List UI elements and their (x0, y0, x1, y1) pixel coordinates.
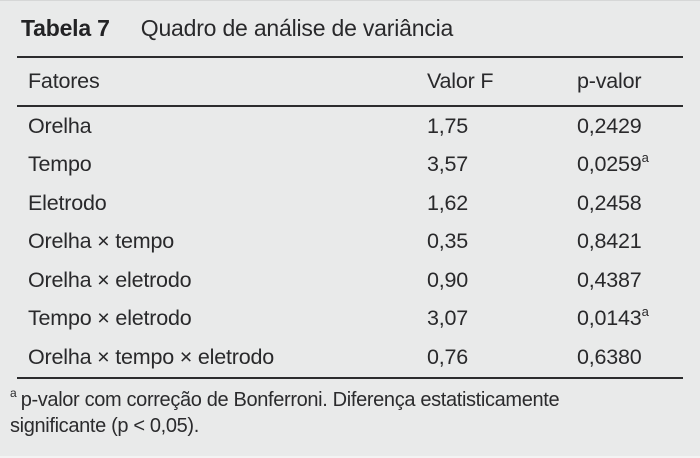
f-value-cell: 1,75 (427, 113, 469, 138)
p-value: 0,2429 (577, 113, 642, 138)
factor-cell: Orelha (28, 113, 92, 138)
p-value: 0,0259 (577, 152, 642, 177)
footnote-marker: a (10, 385, 17, 400)
p-value: 0,0143 (577, 306, 642, 331)
top-rule (17, 56, 683, 58)
factor-cell: Orelha × tempo × eletrodo (28, 344, 274, 369)
column-header-fatores: Fatores (28, 69, 100, 93)
p-value-cell: 0,0259a (577, 150, 683, 177)
p-value-cell: 0,6380 (577, 345, 683, 370)
table-row: Orelha 1,75 0,2429 (17, 107, 683, 146)
f-value-cell: 3,57 (427, 152, 469, 177)
p-value: 0,4387 (577, 267, 642, 292)
f-value-cell: 3,07 (427, 306, 469, 331)
table-row: Orelha × tempo × eletrodo 0,76 0,6380 (17, 338, 683, 377)
factor-cell: Tempo × eletrodo (28, 306, 192, 331)
p-value: 0,6380 (577, 344, 642, 369)
column-header-p-valor: p-valor (577, 69, 642, 93)
table-header-row: Fatores Valor F p-valor (17, 58, 683, 105)
f-value-cell: 0,35 (427, 229, 469, 254)
table-row: Orelha × eletrodo 0,90 0,4387 (17, 261, 683, 300)
table-row: Tempo 3,57 0,0259a (17, 146, 683, 185)
table-row: Eletrodo 1,62 0,2458 (17, 184, 683, 223)
table-title: Quadro de análise de variância (140, 15, 454, 41)
table-footnote: a p-valor com correção de Bonferroni. Dif… (10, 387, 683, 439)
factor-cell: Eletrodo (28, 190, 107, 215)
footnote-line2: significante (p < 0,05). (10, 414, 199, 437)
p-value-cell: 0,8421 (577, 229, 683, 254)
table-row: Orelha × tempo 0,35 0,8421 (17, 223, 683, 262)
p-value-cell: 0,4387 (577, 268, 683, 293)
f-value-cell: 1,62 (427, 190, 469, 215)
f-value-cell: 0,76 (427, 344, 469, 369)
factor-cell: Orelha × tempo (28, 229, 174, 254)
column-header-valor-f: Valor F (427, 69, 494, 93)
factor-cell: Orelha × eletrodo (28, 267, 192, 292)
p-value: 0,2458 (577, 190, 642, 215)
significance-marker: a (641, 150, 649, 166)
p-value-cell: 0,0143a (577, 304, 683, 331)
table-container: Tabela 7 Quadro de análise de variância … (10, 1, 683, 439)
significance-marker: a (641, 304, 649, 320)
table-label: Tabela 7 (21, 15, 110, 41)
bottom-rule (17, 376, 683, 379)
p-value-cell: 0,2429 (577, 114, 683, 139)
table-row: Tempo × eletrodo 3,07 0,0143a (17, 300, 683, 339)
f-value-cell: 0,90 (427, 267, 469, 292)
table-caption: Tabela 7 Quadro de análise de variância (17, 1, 683, 56)
header-rule (17, 105, 683, 107)
p-value-cell: 0,2458 (577, 191, 683, 216)
p-value: 0,8421 (577, 229, 642, 254)
factor-cell: Tempo (28, 152, 92, 177)
footnote-line1: p-valor com correção de Bonferroni. Dife… (20, 388, 560, 411)
